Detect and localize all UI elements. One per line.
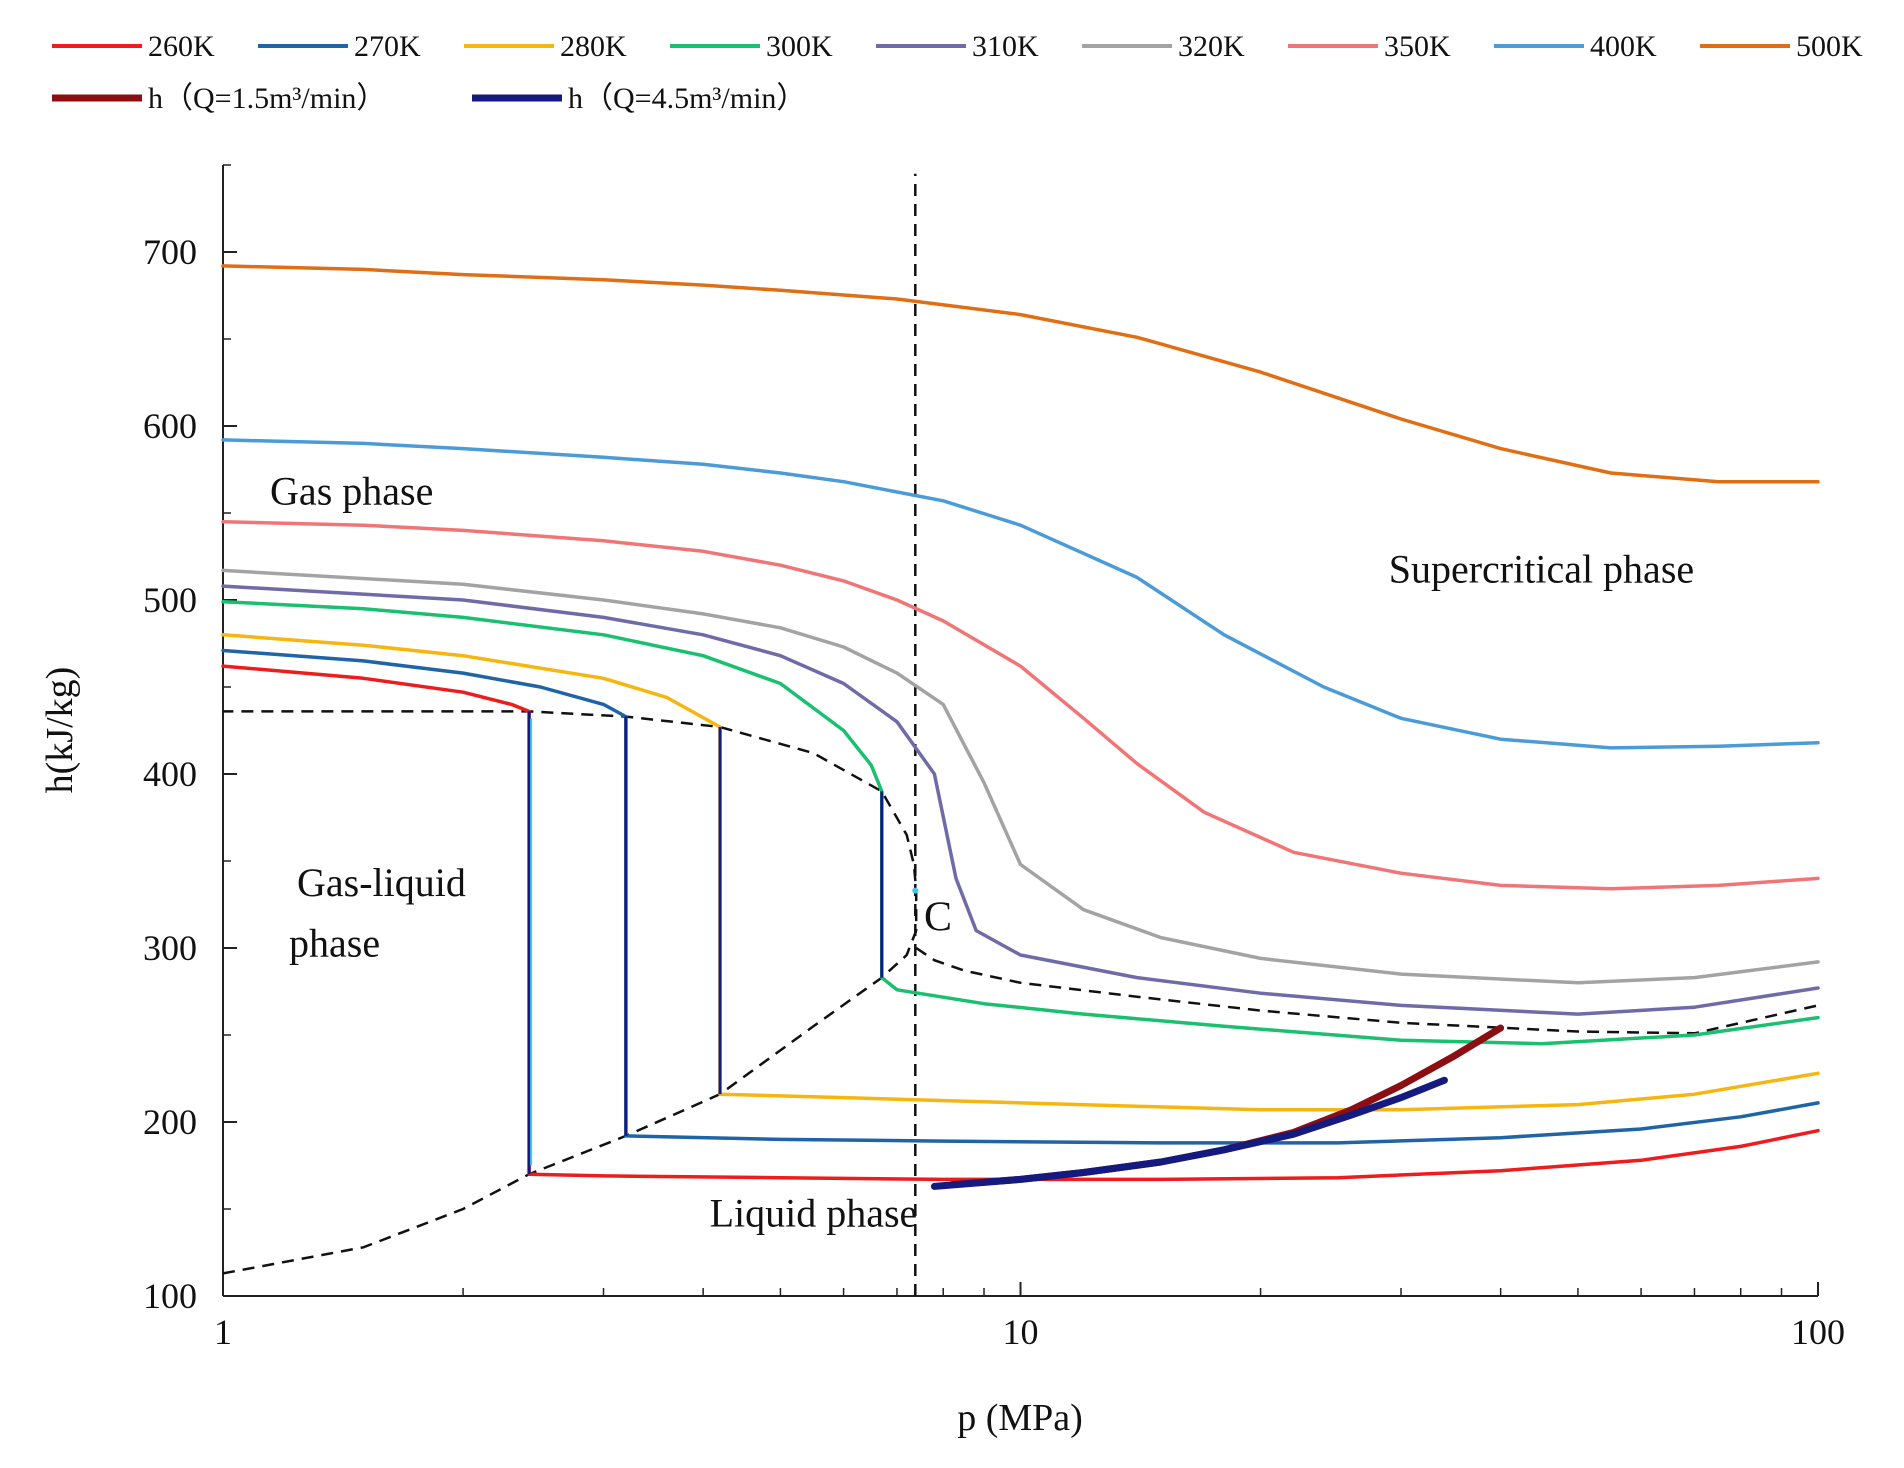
y-tick-label: 300 [143, 928, 197, 968]
annotation-gas-liquid-1: Gas-liquid [297, 860, 466, 905]
legend-label-310k-4: 310K [972, 30, 1039, 63]
series-line-320k-5 [221, 568, 1820, 985]
legend: 260K 270K 280K 300K 310K 320K 350K 400K 500K h（Q=… [52, 30, 1863, 115]
legend-label-500k-8: 500K [1796, 30, 1863, 63]
legend-label-350k-6: 350K [1384, 30, 1451, 63]
data-series [221, 264, 1820, 1190]
annotation-gas-liquid-2: phase [289, 921, 380, 966]
annotation-liquid: Liquid phase [710, 1190, 918, 1235]
y-axis-title: h(kJ/kg) [39, 667, 81, 794]
series-line-400k-7 [221, 438, 1820, 750]
phase-boundaries [222, 173, 1819, 1296]
series-line-500k-8 [221, 264, 1820, 484]
legend-label-h-q-4-5m-min-10: h（Q=4.5m³/min） [568, 82, 806, 115]
legend-label-280k-2: 280K [560, 30, 627, 63]
y-tick-label: 500 [143, 580, 197, 620]
series-line-270k-1 [221, 648, 1820, 1145]
series-line-310k-4 [221, 584, 1820, 1016]
legend-label-260k-0: 260K [148, 30, 215, 63]
plot-area [222, 165, 1818, 1297]
boundary-saturation-dome [222, 710, 918, 1275]
series-line-h-q-1-5m-min-9 [948, 1024, 1505, 1189]
legend-label-h-q-1-5m-min-9: h（Q=1.5m³/min） [148, 82, 386, 115]
annotation-critical-point: C [924, 895, 952, 941]
y-tick-label: 400 [143, 754, 197, 794]
annotation-gas: Gas phase [270, 468, 433, 513]
legend-label-400k-7: 400K [1590, 30, 1657, 63]
boundary-critical-boundary-right [915, 946, 1819, 1035]
x-tick-label: 100 [1791, 1312, 1845, 1352]
y-tick-label: 200 [143, 1102, 197, 1142]
x-axis-title: p (MPa) [957, 1397, 1083, 1439]
series-line-350k-6 [221, 519, 1820, 891]
legend-label-320k-5: 320K [1178, 30, 1245, 63]
x-tick-label: 1 [214, 1312, 232, 1352]
series-line-h-q-4-5m-min-10 [930, 1076, 1448, 1190]
annotation-supercritical: Supercritical phase [1389, 547, 1694, 592]
y-tick-label: 100 [143, 1276, 197, 1316]
legend-label-270k-1: 270K [354, 30, 421, 63]
x-tick-label: 10 [1003, 1312, 1039, 1352]
region-labels: Gas phase Supercritical phase Gas-liquid ph… [270, 468, 1694, 1235]
series-line-260k-0 [221, 664, 1820, 1182]
critical-point-marker [912, 887, 919, 894]
axis-ticks: 1 10 100 100 200 300 400 500 600 700 [143, 164, 1845, 1352]
y-tick-label: 700 [143, 232, 197, 272]
series-line-280k-2 [221, 633, 1820, 1112]
y-tick-label: 600 [143, 406, 197, 446]
legend-label-300k-3: 300K [766, 30, 833, 63]
